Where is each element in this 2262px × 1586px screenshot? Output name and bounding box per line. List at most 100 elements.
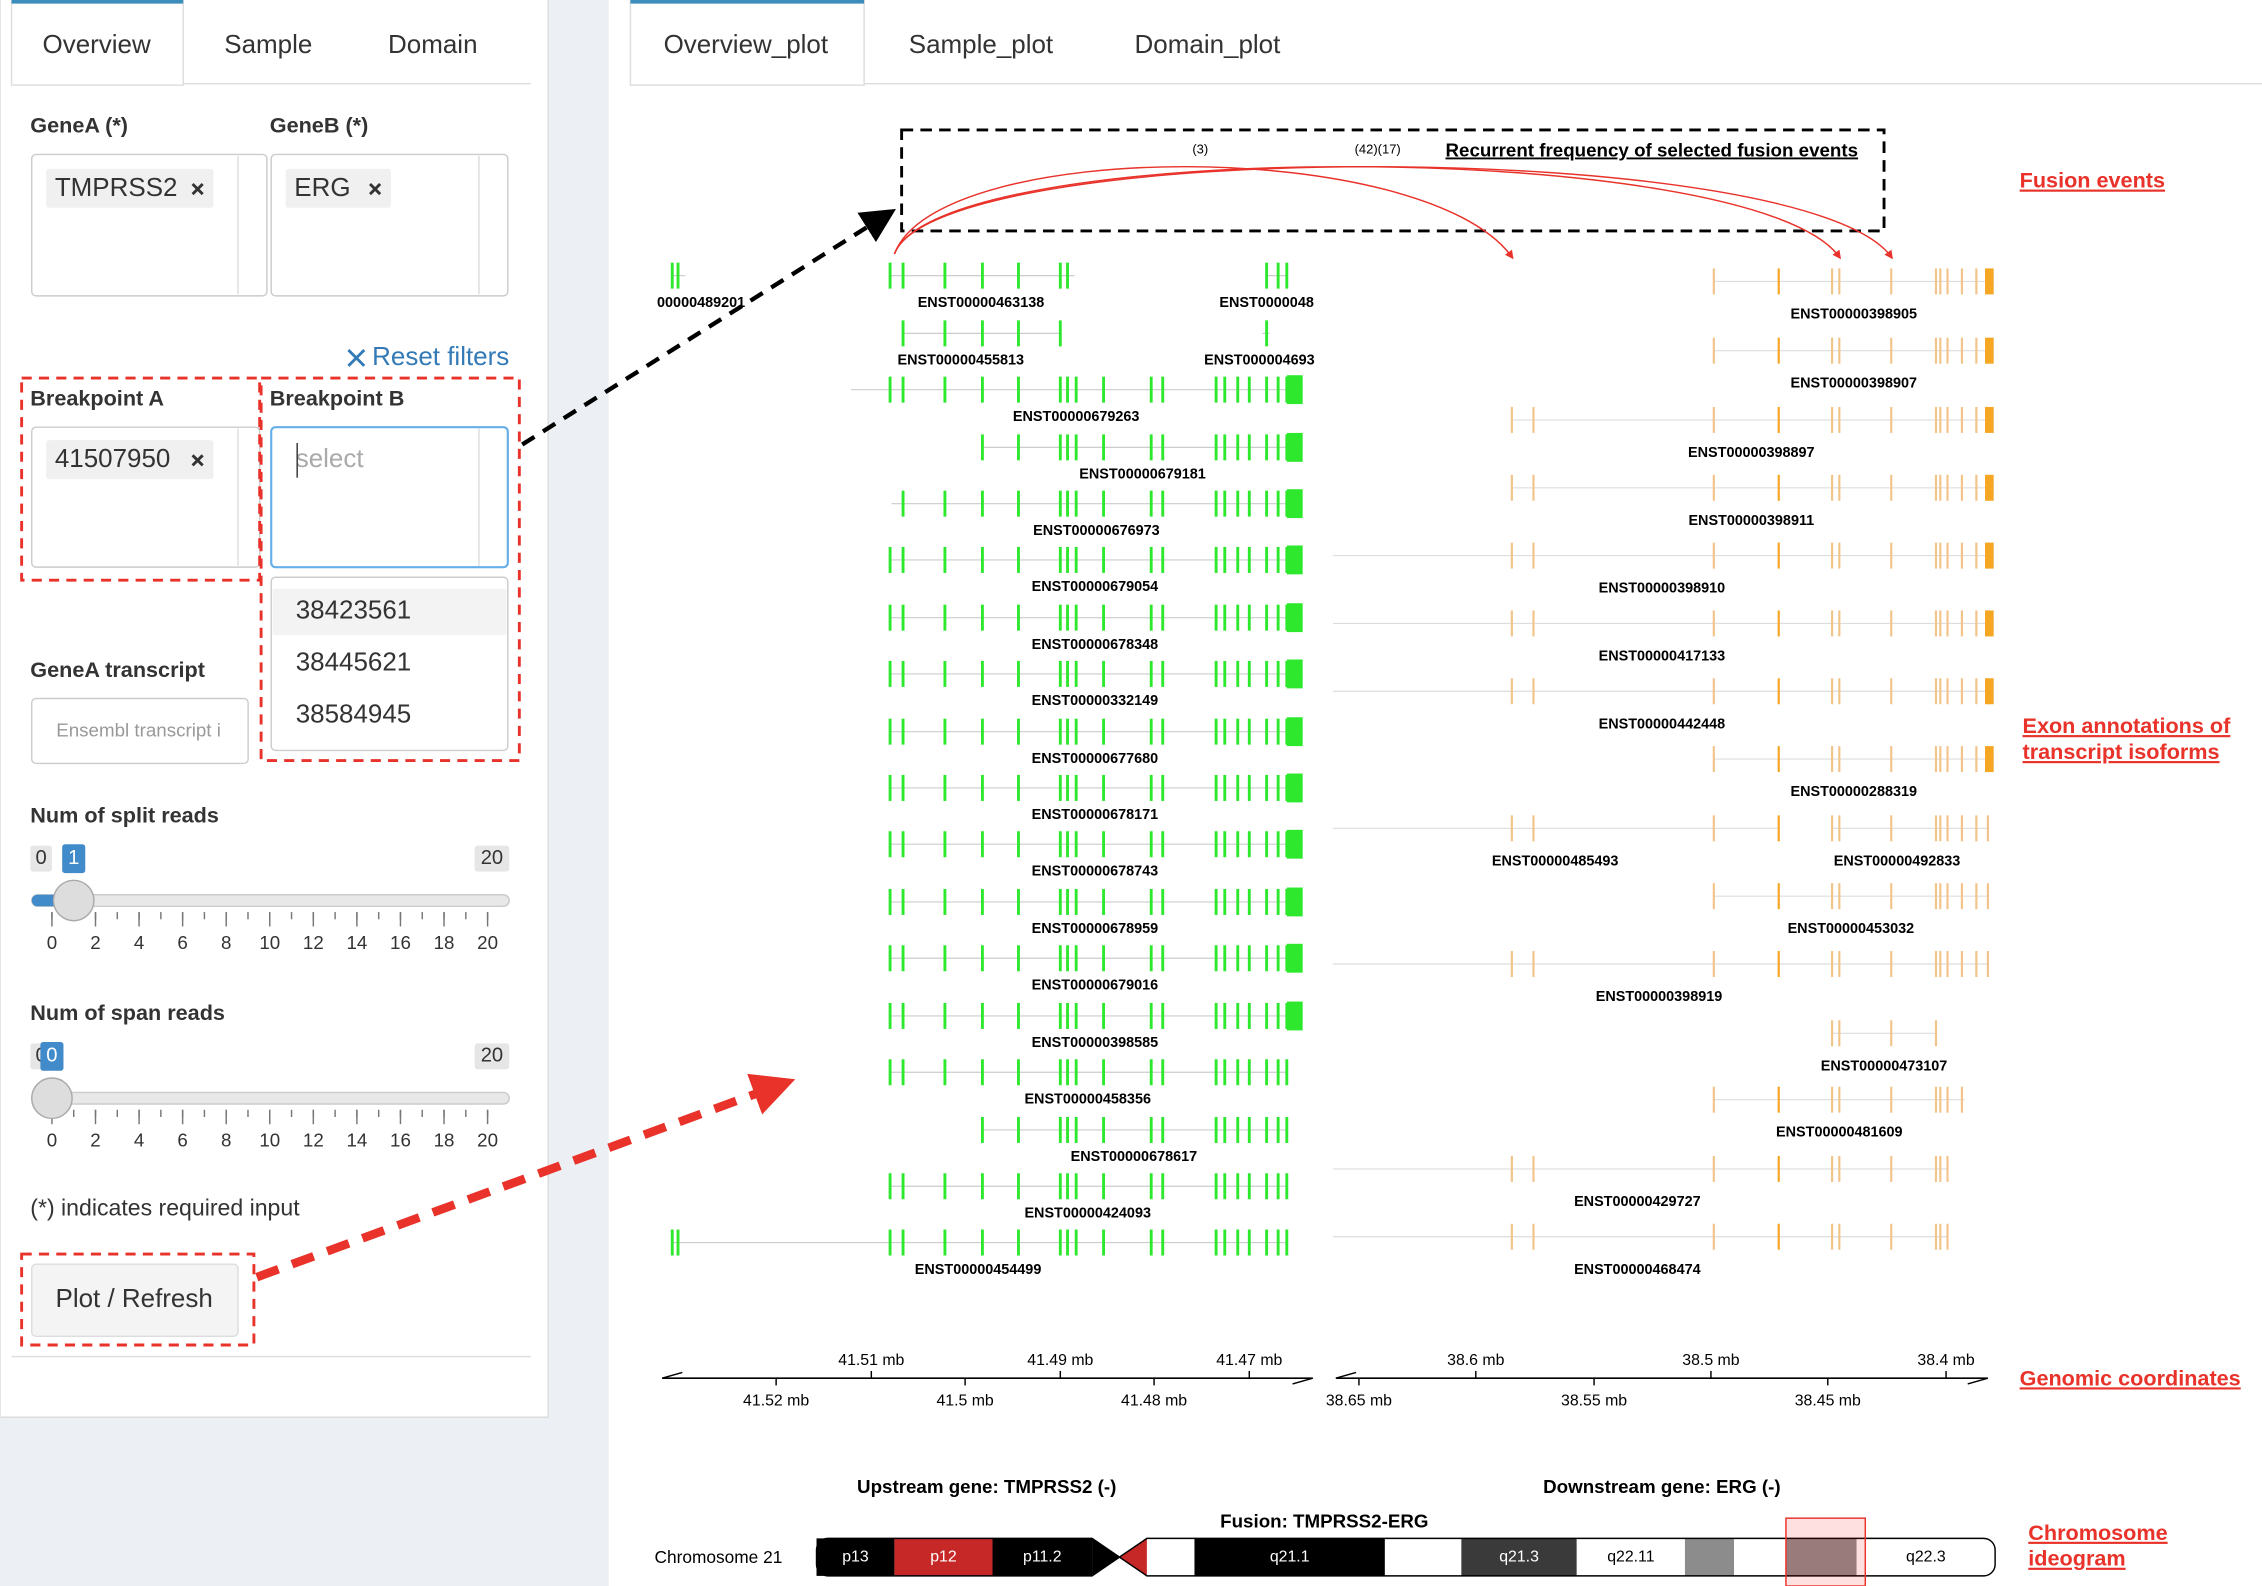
exon-block	[1286, 489, 1303, 519]
exon	[1223, 434, 1227, 461]
transcript-label: ENST00000288319	[1790, 784, 1917, 800]
exon	[1247, 434, 1251, 461]
tag-text: ERG	[294, 172, 350, 202]
exon	[1975, 542, 1978, 569]
tab[interactable]: Overview_plot	[664, 29, 829, 59]
exon	[1058, 1116, 1062, 1143]
exon	[1058, 376, 1062, 403]
exon	[901, 718, 905, 745]
exon	[980, 1116, 984, 1143]
exon	[943, 376, 947, 403]
slider-tick-label: 12	[303, 932, 324, 953]
exon	[1265, 831, 1269, 858]
exon	[1777, 542, 1780, 569]
exon-block	[1286, 603, 1303, 633]
axis-tip	[661, 1371, 683, 1379]
tab[interactable]: Domain	[388, 29, 477, 59]
exon	[1017, 320, 1020, 347]
tab[interactable]: Sample	[224, 29, 312, 59]
transcript-label: ENST00000417133	[1599, 648, 1726, 664]
exon	[1831, 337, 1834, 364]
exon	[1066, 888, 1069, 915]
annotation: Exon annotations of	[2023, 713, 2232, 738]
frequency-box	[900, 128, 1886, 233]
exon	[1214, 546, 1218, 573]
option[interactable]: 38584945	[296, 699, 412, 729]
band-label: p13	[842, 1548, 869, 1565]
label: Num of span reads	[30, 1000, 225, 1025]
exon	[1831, 1086, 1834, 1113]
exon	[901, 831, 905, 858]
exon	[1276, 604, 1280, 631]
exon	[1946, 815, 1949, 842]
reset-icon[interactable]	[347, 348, 366, 367]
axis-tip	[1335, 1371, 1357, 1379]
tab[interactable]: Overview	[43, 29, 151, 59]
exon	[1777, 1086, 1780, 1113]
reset-link[interactable]: Reset filters	[372, 341, 509, 371]
exon	[1890, 268, 1893, 295]
band-label: q22.11	[1607, 1548, 1655, 1565]
slider-handle[interactable]	[31, 1077, 73, 1120]
exon	[1074, 831, 1078, 858]
axis-label: 38.45 mb	[1795, 1392, 1861, 1409]
exon	[1890, 815, 1893, 842]
tab[interactable]: Sample_plot	[909, 29, 1054, 59]
button-label[interactable]: Plot / Refresh	[56, 1283, 213, 1313]
remove-icon[interactable]	[191, 182, 204, 196]
exon	[1777, 337, 1780, 364]
exon	[1831, 610, 1834, 637]
exon	[943, 888, 947, 915]
exon	[1960, 678, 1964, 705]
exon	[1532, 610, 1535, 637]
exon-block	[1985, 542, 1994, 569]
slider-min: 0	[35, 847, 46, 869]
exon	[1712, 474, 1715, 501]
exon	[980, 660, 984, 687]
axis-tip	[1292, 1377, 1313, 1385]
slider-tick-label: 10	[259, 1129, 280, 1150]
exon	[1838, 1086, 1841, 1113]
exon	[1276, 262, 1280, 289]
slider-tick-label: 4	[134, 1129, 144, 1150]
text-input[interactable]	[31, 697, 249, 765]
exon	[901, 1059, 905, 1086]
exon	[1510, 815, 1513, 842]
exon	[1223, 945, 1227, 972]
exon	[1712, 406, 1715, 433]
slider-handle[interactable]	[52, 879, 95, 922]
exon	[1066, 1059, 1069, 1086]
exon	[1712, 1155, 1715, 1182]
exon	[1017, 1002, 1020, 1029]
exon	[901, 774, 905, 801]
exon	[1946, 746, 1949, 773]
slider-tick-label: 4	[134, 932, 144, 953]
exon	[1017, 831, 1020, 858]
breakpoint-highlight	[1785, 1517, 1867, 1586]
option[interactable]: 38445621	[296, 647, 412, 677]
remove-icon[interactable]	[191, 454, 204, 467]
label: GeneA (*)	[30, 113, 128, 138]
exon	[1223, 546, 1227, 573]
exon	[1058, 490, 1062, 517]
exon	[1236, 546, 1240, 573]
tab[interactable]: Domain_plot	[1135, 29, 1282, 59]
button[interactable]	[31, 1263, 239, 1338]
exon	[1149, 945, 1153, 972]
select-box[interactable]	[270, 426, 509, 569]
exon	[1017, 604, 1020, 631]
transcript-label: ENST00000473107	[1821, 1058, 1948, 1074]
exon	[1939, 883, 1942, 910]
exon	[1838, 815, 1841, 842]
option[interactable]: 38423561	[296, 595, 412, 625]
slider-tick-label: 0	[47, 1129, 57, 1150]
exon	[901, 945, 905, 972]
exon	[1017, 660, 1020, 687]
exon	[1214, 660, 1218, 687]
exon	[980, 376, 984, 403]
remove-icon[interactable]	[369, 182, 382, 196]
exon	[1831, 678, 1834, 705]
exon	[1838, 883, 1841, 910]
exon	[1247, 490, 1251, 517]
exon	[1712, 746, 1715, 773]
